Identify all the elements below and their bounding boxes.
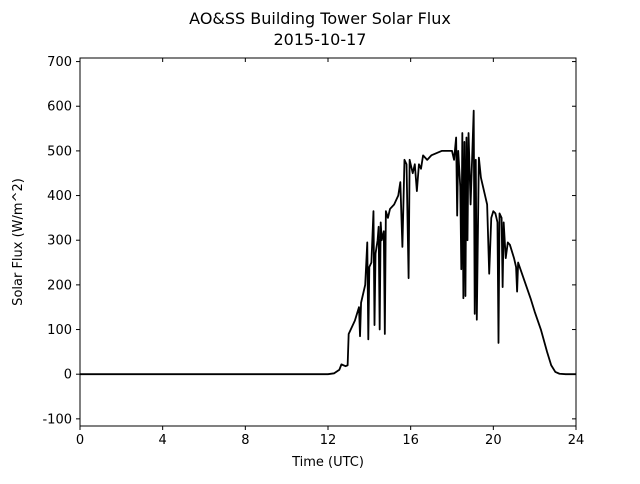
plot-frame <box>79 57 577 427</box>
x-tick-label: 16 <box>402 433 419 448</box>
chart-title: AO&SS Building Tower Solar Flux <box>189 9 451 28</box>
data-line <box>80 109 576 376</box>
y-tick-label: 500 <box>47 144 72 159</box>
x-tick-label: 12 <box>320 433 337 448</box>
x-tick-label: 8 <box>241 433 249 448</box>
y-axis-label: Solar Flux (W/m^2) <box>11 178 26 306</box>
y-tick-label: 600 <box>47 100 72 115</box>
y-tick-label: 100 <box>47 323 72 338</box>
y-tick-label: 400 <box>47 189 72 204</box>
x-tick-label: 0 <box>76 433 84 448</box>
y-tick-label: 300 <box>47 234 72 249</box>
y-tick-label: 0 <box>64 368 72 383</box>
x-axis-label: Time (UTC) <box>291 455 364 470</box>
chart-subtitle: 2015-10-17 <box>274 30 367 49</box>
y-tick-label: 700 <box>47 55 72 70</box>
x-tick-label: 4 <box>159 433 167 448</box>
y-tick-label: -100 <box>42 412 72 427</box>
y-tick-label: 200 <box>47 278 72 293</box>
x-tick-label: 24 <box>568 433 585 448</box>
x-tick-label: 20 <box>485 433 502 448</box>
